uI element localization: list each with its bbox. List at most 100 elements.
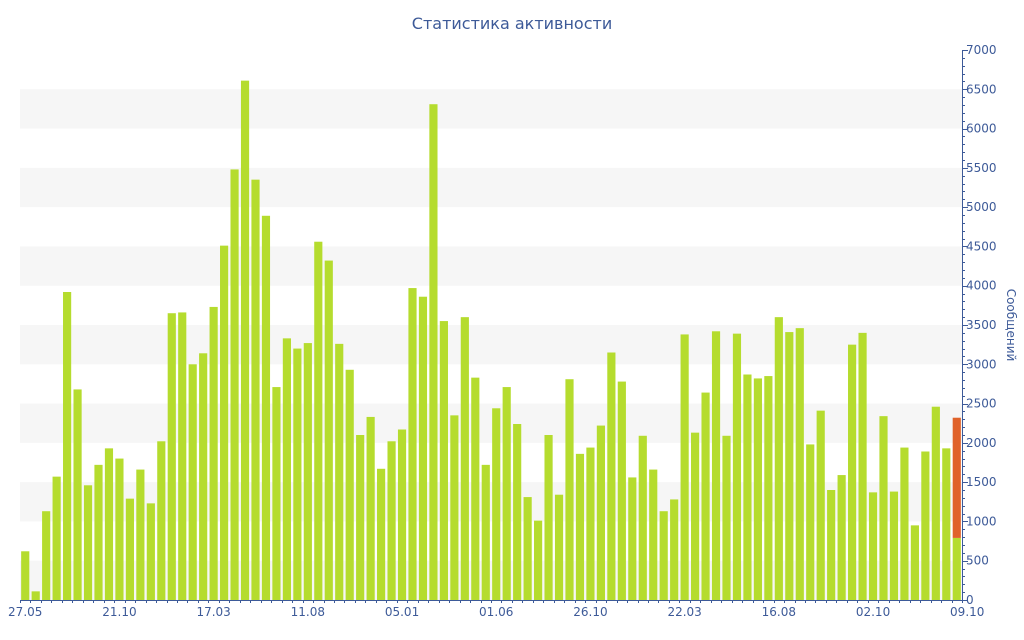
bars bbox=[21, 80, 961, 601]
bar bbox=[146, 503, 155, 600]
x-tick-label: 02.10 bbox=[856, 605, 890, 619]
bar bbox=[418, 296, 428, 600]
bar bbox=[63, 292, 72, 600]
bar bbox=[680, 334, 689, 600]
x-tick-label: 05.01 bbox=[385, 605, 419, 619]
bar bbox=[523, 497, 532, 600]
chart-title: Статистика активности bbox=[411, 14, 613, 33]
bar bbox=[806, 444, 815, 600]
y-tick-label: 7000 bbox=[966, 43, 997, 57]
grid-band bbox=[20, 89, 962, 129]
bar bbox=[397, 429, 407, 600]
x-tick-label: 11.08 bbox=[291, 605, 325, 619]
grid-band bbox=[20, 560, 962, 600]
bar bbox=[691, 432, 700, 600]
bar bbox=[356, 435, 365, 600]
bar bbox=[711, 331, 721, 600]
y-tick-label: 4500 bbox=[966, 239, 997, 253]
bar bbox=[638, 435, 647, 600]
bar bbox=[314, 241, 323, 600]
bar bbox=[774, 317, 783, 600]
bar bbox=[617, 381, 626, 600]
bar bbox=[460, 317, 469, 600]
bar bbox=[785, 332, 794, 600]
bar bbox=[586, 447, 595, 600]
grid-bands bbox=[20, 89, 962, 600]
bar bbox=[230, 169, 239, 600]
grid-band bbox=[20, 482, 962, 522]
bar bbox=[565, 379, 574, 600]
bar bbox=[366, 416, 375, 600]
bar bbox=[889, 491, 899, 600]
bar bbox=[31, 591, 40, 600]
grid-band bbox=[20, 403, 962, 443]
bar bbox=[450, 415, 459, 600]
bar bbox=[240, 80, 250, 600]
bar bbox=[513, 424, 522, 600]
bar bbox=[209, 306, 218, 600]
bar bbox=[837, 475, 846, 600]
bar bbox=[900, 447, 909, 600]
bar bbox=[272, 387, 281, 600]
bar bbox=[115, 458, 124, 600]
bar bbox=[324, 260, 333, 600]
bar bbox=[104, 448, 114, 600]
bar bbox=[858, 332, 867, 600]
bar bbox=[303, 343, 312, 600]
bar bbox=[502, 387, 511, 600]
bar bbox=[199, 353, 208, 600]
bar bbox=[827, 490, 836, 600]
x-tick-label: 27.05 bbox=[8, 605, 42, 619]
bar bbox=[439, 321, 448, 600]
bar bbox=[659, 511, 668, 600]
bar bbox=[492, 408, 501, 600]
bar bbox=[554, 494, 564, 600]
bar bbox=[178, 312, 187, 600]
y-tick-label: 500 bbox=[966, 554, 989, 568]
bar bbox=[251, 179, 260, 600]
bar bbox=[596, 425, 605, 600]
y-tick-label: 3500 bbox=[966, 318, 997, 332]
bar bbox=[952, 537, 961, 600]
grid-band bbox=[20, 325, 962, 365]
bar bbox=[848, 344, 857, 600]
y-axis-title: Сообщений bbox=[1004, 289, 1018, 362]
y-tick-label: 3000 bbox=[966, 357, 997, 371]
bar bbox=[795, 328, 804, 600]
x-tick-label: 17.03 bbox=[196, 605, 230, 619]
grid-band bbox=[20, 246, 962, 286]
bar bbox=[910, 525, 919, 600]
bar bbox=[534, 520, 543, 600]
bar bbox=[335, 343, 344, 600]
bar bbox=[816, 410, 825, 600]
y-tick-label: 1500 bbox=[966, 475, 997, 489]
bar bbox=[701, 392, 710, 600]
x-tick-label: 09.10 bbox=[950, 605, 984, 619]
bar bbox=[157, 441, 166, 600]
y-tick-label: 5500 bbox=[966, 161, 997, 175]
bar bbox=[649, 469, 658, 600]
x-tick-label: 21.10 bbox=[102, 605, 136, 619]
bar bbox=[377, 468, 386, 600]
bar bbox=[261, 215, 271, 601]
y-tick-label: 6500 bbox=[966, 82, 997, 96]
bar bbox=[471, 377, 480, 600]
bar bbox=[429, 104, 438, 600]
y-axis-ticks: 0 500 1000 1500 2000 2500 3000 3500 4000 4500 5000… bbox=[962, 43, 997, 607]
bar bbox=[753, 378, 762, 600]
x-tick-label: 16.08 bbox=[762, 605, 796, 619]
bar bbox=[743, 374, 752, 600]
x-tick-label: 26.10 bbox=[573, 605, 607, 619]
bar bbox=[931, 406, 940, 600]
bar bbox=[21, 551, 30, 600]
bar bbox=[52, 476, 61, 600]
bar bbox=[73, 389, 82, 600]
bar bbox=[408, 288, 417, 600]
bar-highlight-segment bbox=[952, 417, 961, 538]
y-tick-label: 2500 bbox=[966, 397, 997, 411]
bar bbox=[188, 364, 197, 600]
x-tick-label: 22.03 bbox=[667, 605, 701, 619]
bar bbox=[136, 469, 145, 600]
bar bbox=[125, 498, 134, 600]
